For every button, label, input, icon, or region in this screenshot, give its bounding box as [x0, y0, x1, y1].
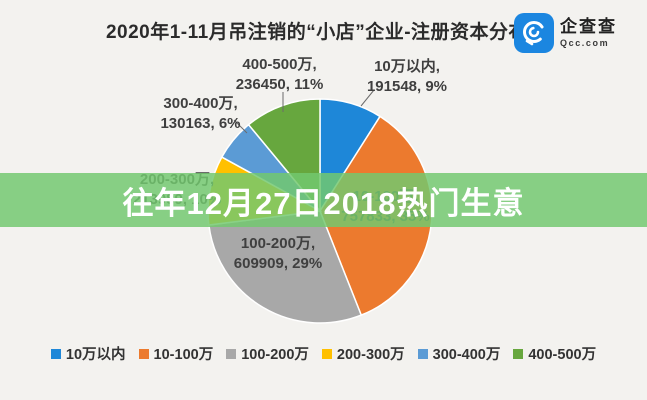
qcc-logo-icon: [514, 13, 554, 53]
banner-title: 往年12月27日2018热门生意: [122, 185, 525, 221]
qcc-logo: 企查查 Qcc.com: [514, 13, 617, 53]
data-label-line: 130163, 6%: [160, 115, 241, 132]
qcc-logo-text: 企查查 Qcc.com: [560, 18, 617, 48]
legend-marker: [226, 348, 237, 359]
legend-label: 400-500万: [528, 347, 597, 363]
legend-item: 100-200万: [226, 343, 309, 364]
legend-item: 10-100万: [138, 343, 214, 364]
data-label-line: 191548, 9%: [366, 78, 448, 95]
legend-label: 10万以内: [65, 347, 126, 363]
data-label-line: 236450, 11%: [235, 76, 324, 93]
pie-slice-100-200万: [208, 210, 363, 324]
legend: 10万以内 10-100万 100-200万 200-300万 300-400万…: [0, 343, 647, 364]
legend-marker: [138, 348, 149, 359]
data-label-100-200: 100-200万, 609909, 29%: [219, 234, 337, 274]
legend-marker: [417, 348, 428, 359]
legend-item: 400-500万: [513, 343, 596, 364]
data-label-line: 609909, 29%: [233, 255, 323, 272]
data-label-400-500: 400-500万, 236450, 11%: [207, 55, 352, 95]
leader-lines: [233, 89, 375, 134]
data-label-line: 100-200万,: [240, 235, 316, 252]
qcc-logo-domain: Qcc.com: [560, 38, 610, 48]
leader-line-300-400: [233, 119, 248, 134]
data-label-line: 400-500万,: [242, 56, 317, 73]
legend-item: 10万以内: [50, 343, 126, 364]
data-label-line: 300-400万,: [163, 95, 238, 112]
legend-label: 200-300万: [336, 347, 405, 363]
legend-marker: [50, 348, 61, 359]
legend-label: 10-100万: [153, 347, 214, 363]
leader-line-10wan: [360, 89, 375, 107]
data-label-line: 10万以内,: [374, 58, 440, 75]
legend-marker: [513, 348, 524, 359]
legend-label: 300-400万: [432, 347, 501, 363]
data-label-300-400: 300-400万, 130163, 6%: [143, 94, 258, 134]
legend-item: 200-300万: [321, 343, 405, 364]
legend-label: 100-200万: [241, 347, 309, 363]
overlay-banner: 往年12月27日2018热门生意: [0, 173, 647, 227]
data-label-10wan: 10万以内, 191548, 9%: [347, 57, 467, 97]
legend-item: 300-400万: [417, 343, 501, 364]
qcc-logo-name: 企查查: [560, 17, 617, 36]
page-title: 2020年1-11月吊注销的“小店”企业-注册资本分布: [105, 22, 529, 43]
legend-marker: [321, 348, 332, 359]
